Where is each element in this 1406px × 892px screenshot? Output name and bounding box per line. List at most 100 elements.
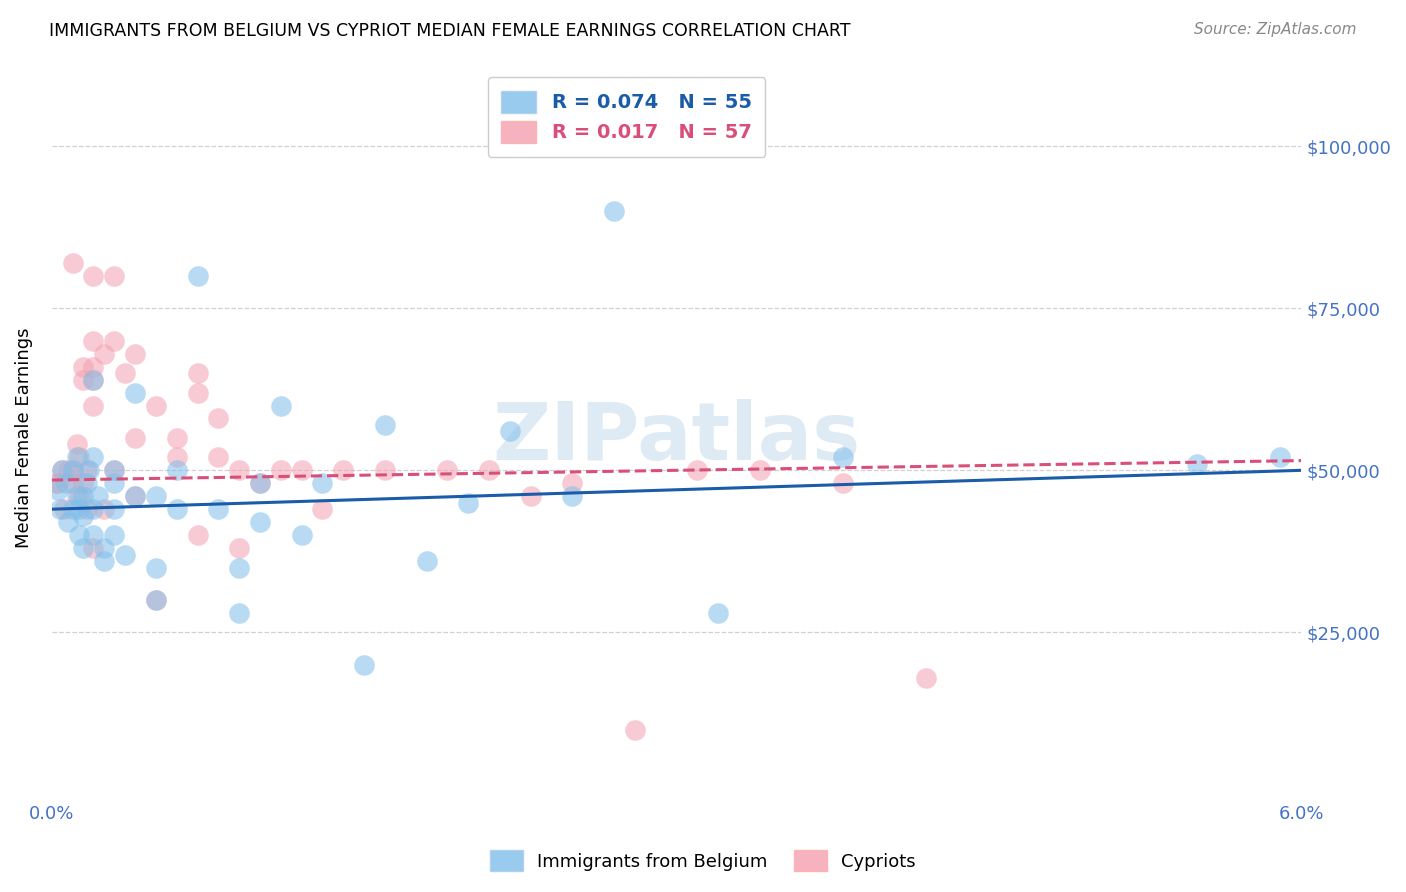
Point	[707, 606, 730, 620]
Point	[103, 463, 125, 477]
Legend: R = 0.074   N = 55, R = 0.017   N = 57: R = 0.074 N = 55, R = 0.017 N = 57	[488, 77, 765, 157]
Point	[1270, 450, 1292, 465]
Point	[124, 385, 146, 400]
Point	[67, 450, 90, 465]
Legend: Immigrants from Belgium, Cypriots: Immigrants from Belgium, Cypriots	[482, 843, 924, 879]
Point	[103, 528, 125, 542]
Point	[58, 463, 80, 477]
Point	[82, 373, 104, 387]
Point	[93, 502, 115, 516]
Point	[49, 502, 72, 516]
Point	[103, 476, 125, 491]
Point	[82, 450, 104, 465]
Point	[114, 548, 136, 562]
Point	[66, 489, 89, 503]
Point	[603, 204, 626, 219]
Point	[55, 476, 77, 491]
Point	[436, 463, 458, 477]
Point	[72, 508, 94, 523]
Point	[93, 541, 115, 555]
Point	[67, 489, 90, 503]
Point	[228, 606, 250, 620]
Point	[207, 411, 229, 425]
Point	[72, 359, 94, 374]
Text: Source: ZipAtlas.com: Source: ZipAtlas.com	[1194, 22, 1357, 37]
Point	[415, 554, 437, 568]
Point	[748, 463, 770, 477]
Point	[353, 657, 375, 672]
Point	[561, 476, 583, 491]
Point	[186, 385, 208, 400]
Point	[249, 515, 271, 529]
Point	[62, 502, 84, 516]
Point	[66, 450, 89, 465]
Point	[62, 476, 84, 491]
Point	[45, 476, 67, 491]
Point	[311, 502, 333, 516]
Point	[145, 593, 167, 607]
Point	[166, 502, 188, 516]
Point	[124, 431, 146, 445]
Point	[166, 463, 188, 477]
Point	[207, 502, 229, 516]
Point	[519, 489, 541, 503]
Point	[207, 450, 229, 465]
Point	[82, 373, 104, 387]
Point	[76, 502, 98, 516]
Point	[270, 463, 292, 477]
Point	[67, 502, 90, 516]
Point	[166, 431, 188, 445]
Point	[124, 489, 146, 503]
Point	[93, 346, 115, 360]
Point	[72, 476, 94, 491]
Point	[228, 541, 250, 555]
Point	[249, 476, 271, 491]
Point	[93, 554, 115, 568]
Point	[145, 489, 167, 503]
Point	[62, 463, 84, 477]
Point	[228, 560, 250, 574]
Point	[114, 366, 136, 380]
Point	[145, 560, 167, 574]
Point	[53, 502, 76, 516]
Point	[186, 268, 208, 283]
Point	[686, 463, 709, 477]
Point	[478, 463, 501, 477]
Point	[291, 528, 314, 542]
Point	[124, 346, 146, 360]
Point	[76, 476, 98, 491]
Point	[291, 463, 314, 477]
Point	[145, 593, 167, 607]
Point	[82, 268, 104, 283]
Point	[561, 489, 583, 503]
Point	[124, 489, 146, 503]
Text: ZIPatlas: ZIPatlas	[492, 399, 860, 477]
Point	[103, 334, 125, 348]
Point	[72, 541, 94, 555]
Point	[499, 425, 522, 439]
Point	[311, 476, 333, 491]
Point	[249, 476, 271, 491]
Point	[82, 541, 104, 555]
Point	[832, 476, 855, 491]
Point	[72, 373, 94, 387]
Point	[103, 463, 125, 477]
Point	[103, 502, 125, 516]
Point	[58, 515, 80, 529]
Point	[82, 399, 104, 413]
Point	[77, 463, 100, 477]
Point	[66, 437, 89, 451]
Y-axis label: Median Female Earnings: Median Female Earnings	[15, 327, 32, 549]
Point	[82, 359, 104, 374]
Point	[76, 463, 98, 477]
Point	[46, 476, 69, 491]
Point	[228, 463, 250, 477]
Point	[86, 489, 108, 503]
Point	[374, 417, 396, 432]
Point	[67, 528, 90, 542]
Point	[332, 463, 354, 477]
Point	[62, 463, 84, 477]
Point	[82, 528, 104, 542]
Point	[46, 483, 69, 497]
Point	[915, 671, 938, 685]
